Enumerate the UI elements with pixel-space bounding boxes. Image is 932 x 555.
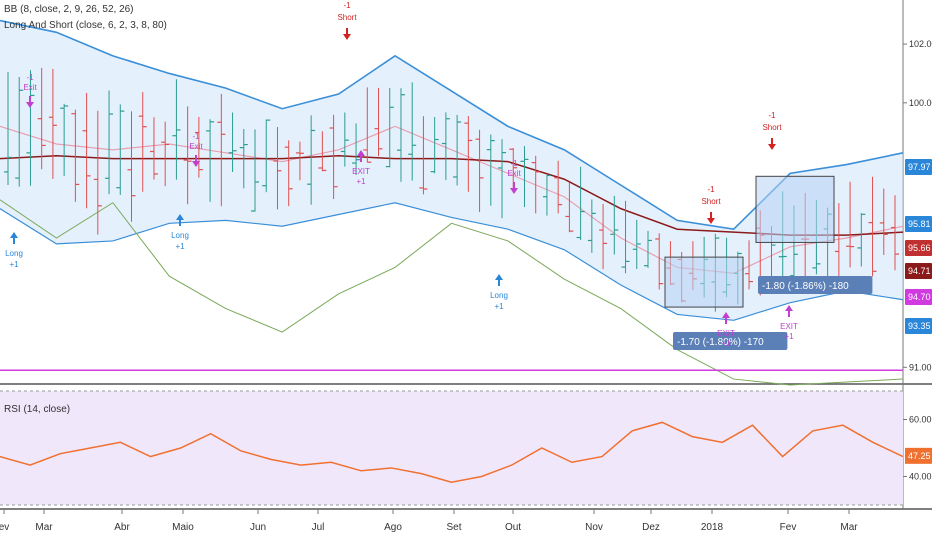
price-tag <box>905 216 932 232</box>
time-axis-label: Jul <box>312 522 325 533</box>
trade-box-label: -1.70 (-1.80%) -170 <box>677 337 764 348</box>
signal-label: Short <box>701 197 721 206</box>
trade-box-label: -1.80 (-1.86%) -180 <box>762 281 849 292</box>
price-tag <box>905 240 932 256</box>
trade-box-label-bg <box>758 276 873 294</box>
signal-label: Long <box>490 291 508 300</box>
signal-label: Short <box>337 13 357 22</box>
signal-label: -1 <box>343 1 351 10</box>
price-tag-label: 94.70 <box>908 292 931 302</box>
long-arrow-icon <box>176 214 184 226</box>
signal-label: Long <box>5 249 23 258</box>
bb-upper-line <box>0 19 904 231</box>
trade-box <box>755 175 835 243</box>
rsi-legend[interactable]: RSI (14, close) <box>4 404 71 415</box>
trade-box <box>664 256 744 308</box>
signal-label: -1 <box>707 185 715 194</box>
rsi-line <box>0 421 904 483</box>
signal-label: -1 <box>192 132 200 141</box>
signal-label: +1 <box>175 242 185 251</box>
signal-label: EXIT <box>717 329 735 338</box>
price-tag-label: 97.97 <box>908 162 931 172</box>
long-short-legend[interactable]: Long And Short (close, 6, 2, 3, 8, 80) <box>4 20 167 31</box>
signal-label: Exit <box>189 142 203 151</box>
short-arrow-icon <box>343 28 351 40</box>
time-axis-label: ev <box>0 522 9 533</box>
time-axis-label: Jun <box>250 522 266 533</box>
signal-label: Exit <box>23 83 37 92</box>
time-axis-label: Nov <box>585 522 603 533</box>
exit-arrow-icon <box>722 312 730 324</box>
bb-lower-line <box>0 202 904 321</box>
bb-middle-line <box>0 125 904 274</box>
trade-box-label-bg <box>673 332 788 350</box>
signal-label: Short <box>762 123 782 132</box>
signal-label: +1 <box>356 177 366 186</box>
rsi-tick-label: 40.00 <box>909 472 932 482</box>
signal-label: EXIT <box>352 167 370 176</box>
time-axis-label: 2018 <box>701 522 724 533</box>
signal-label: -1 <box>768 111 776 120</box>
rsi-tag <box>905 447 932 464</box>
signal-label: Long <box>171 231 189 240</box>
long-arrow-icon <box>10 232 18 244</box>
price-tick-label: 100.00 <box>909 98 932 108</box>
price-tag-label: 94.71 <box>908 266 931 276</box>
oscillator-line <box>0 199 904 386</box>
time-axis-label: Dez <box>642 522 660 533</box>
price-tag <box>905 159 932 175</box>
exit-arrow-icon <box>510 182 518 194</box>
long-short-line <box>0 154 904 236</box>
bb-fill <box>0 20 903 321</box>
signal-label: -1 <box>510 159 518 168</box>
signal-label: Exit <box>507 169 521 178</box>
time-axis-label: Fev <box>780 522 797 533</box>
price-tag-label: 95.66 <box>908 243 931 253</box>
signal-label: +1 <box>721 339 731 348</box>
time-axis-label: Ago <box>384 522 402 533</box>
signal-label: -1 <box>26 73 34 82</box>
price-tag <box>905 318 932 334</box>
time-axis-label: Out <box>505 522 521 533</box>
price-tick-label: 102.00 <box>909 39 932 49</box>
signal-label: EXIT <box>780 322 798 331</box>
exit-arrow-icon <box>26 96 34 108</box>
price-tag <box>905 289 932 305</box>
rsi-tag-label: 47.25 <box>908 451 931 461</box>
exit-arrow-icon <box>785 305 793 317</box>
rsi-tick-label: 60.00 <box>909 415 932 425</box>
exit-arrow-icon <box>357 150 365 162</box>
bb-legend[interactable]: BB (8, close, 2, 9, 26, 52, 26) <box>4 4 134 15</box>
signal-label: +1 <box>9 260 19 269</box>
short-arrow-icon <box>707 212 715 224</box>
price-tag <box>905 263 932 279</box>
signal-label: +1 <box>784 332 794 341</box>
signal-label: +1 <box>494 302 504 311</box>
time-axis-label: Abr <box>114 522 130 533</box>
price-tick-label: 91.00 <box>909 362 932 372</box>
exit-arrow-icon <box>192 155 200 167</box>
time-axis-label: Maio <box>172 522 194 533</box>
time-axis-label: Mar <box>35 522 53 533</box>
time-axis-label: Set <box>446 522 461 533</box>
price-tag-label: 93.35 <box>908 321 931 331</box>
short-arrow-icon <box>768 138 776 150</box>
price-tag-label: 95.81 <box>908 219 931 229</box>
time-axis-label: Mar <box>840 522 858 533</box>
rsi-band <box>0 391 903 505</box>
long-arrow-icon <box>495 274 503 286</box>
